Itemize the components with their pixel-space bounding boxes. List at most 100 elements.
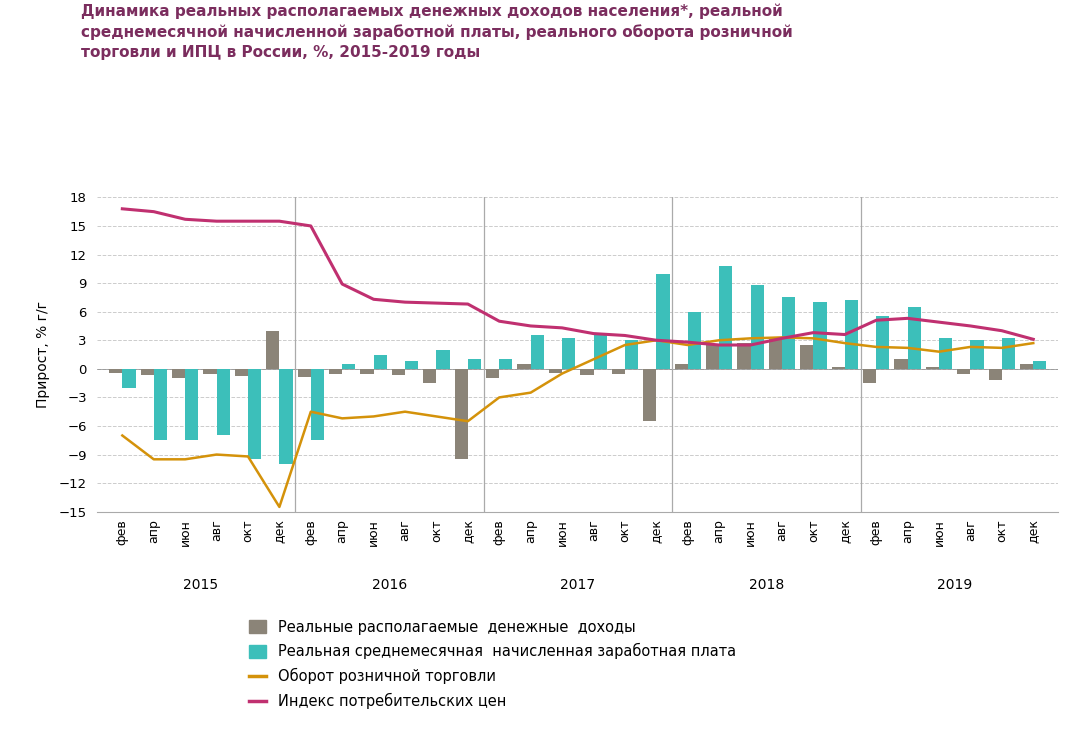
Индекс потребительских цен (242, 217, 255, 226)
Bar (738, 343, 751, 369)
Bar (549, 369, 562, 373)
Y-axis label: Прирост, % г/г: Прирост, % г/г (37, 301, 51, 408)
Индекс потребительских цен (211, 217, 224, 226)
Оборот розничной торговли (242, 452, 255, 461)
Оборот розничной торговли (838, 338, 851, 347)
Оборот розничной торговли (775, 333, 788, 342)
Bar (1002, 338, 1015, 369)
Оборот розничной торговли (367, 412, 380, 421)
Bar (813, 302, 826, 369)
Оборот розничной торговли (869, 343, 882, 352)
Оборот розничной торговли (211, 450, 224, 459)
Bar (455, 369, 468, 459)
Индекс потребительских цен (744, 341, 757, 349)
Bar (625, 340, 638, 369)
Оборот розничной торговли (744, 334, 757, 343)
Оборот розничной торговли (681, 341, 694, 349)
Bar (172, 369, 185, 379)
Text: Динамика реальных располагаемых денежных доходов населения*, реальной
среднемеся: Динамика реальных располагаемых денежных… (81, 4, 793, 60)
Bar (876, 317, 890, 369)
Оборот розничной торговли (430, 412, 443, 421)
Bar (657, 273, 670, 369)
Bar (939, 338, 953, 369)
Bar (468, 360, 481, 369)
Bar (405, 361, 418, 369)
Оборот розничной торговли (399, 407, 411, 416)
Индекс потребительских цен (461, 300, 474, 308)
Bar (562, 338, 576, 369)
Bar (894, 360, 907, 369)
Bar (217, 369, 230, 436)
Text: 2018: 2018 (748, 578, 784, 592)
Bar (311, 369, 324, 440)
Bar (863, 369, 876, 383)
Индекс потребительских цен (492, 317, 505, 325)
Оборот розничной торговли (492, 393, 505, 402)
Text: 2017: 2017 (561, 578, 595, 592)
Оборот розничной торговли (964, 343, 977, 352)
Bar (342, 364, 355, 369)
Оборот розничной торговли (305, 407, 318, 416)
Bar (832, 367, 845, 369)
Bar (594, 336, 607, 369)
Bar (280, 369, 293, 464)
Bar (1021, 364, 1034, 369)
Bar (153, 369, 167, 440)
Bar (769, 338, 782, 369)
Text: 2015: 2015 (184, 578, 218, 592)
Bar (234, 369, 248, 376)
Bar (361, 369, 374, 374)
Line: Индекс потребительских цен: Индекс потребительских цен (122, 209, 1034, 345)
Bar (185, 369, 199, 440)
Text: 2019: 2019 (937, 578, 972, 592)
Индекс потребительских цен (430, 299, 443, 308)
Индекс потребительских цен (399, 298, 411, 306)
Индекс потребительских цен (524, 322, 537, 330)
Bar (109, 369, 122, 373)
Оборот розничной торговли (116, 431, 129, 440)
Legend: Реальные располагаемые  денежные  доходы, Реальная среднемесячная  начисленная з: Реальные располагаемые денежные доходы, … (248, 620, 735, 709)
Bar (688, 311, 701, 369)
Bar (643, 369, 657, 421)
Bar (675, 364, 688, 369)
Bar (122, 369, 135, 388)
Индекс потребительских цен (713, 341, 726, 349)
Индекс потребительских цен (901, 314, 914, 322)
Bar (611, 369, 625, 374)
Bar (907, 307, 921, 369)
Индекс потребительских цен (681, 338, 694, 346)
Bar (423, 369, 436, 383)
Оборот розничной торговли (1027, 338, 1040, 347)
Bar (706, 345, 719, 369)
Bar (971, 340, 984, 369)
Bar (266, 330, 280, 369)
Line: Оборот розничной торговли: Оборот розничной торговли (122, 338, 1034, 507)
Bar (1034, 361, 1047, 369)
Оборот розничной торговли (336, 414, 349, 423)
Bar (486, 369, 499, 379)
Индекс потребительских цен (178, 215, 191, 224)
Bar (436, 349, 449, 369)
Индекс потребительских цен (619, 331, 632, 340)
Индекс потребительских цен (775, 334, 788, 343)
Индекс потребительских цен (996, 326, 1009, 335)
Индекс потребительских цен (932, 318, 945, 327)
Оборот розничной торговли (650, 336, 663, 344)
Индекс потребительских цен (147, 208, 160, 216)
Индекс потребительских цен (838, 330, 851, 339)
Bar (203, 369, 217, 374)
Индекс потребительских цен (336, 280, 349, 289)
Индекс потребительских цен (807, 328, 820, 337)
Bar (926, 367, 939, 369)
Оборот розничной торговли (901, 344, 914, 352)
Bar (329, 369, 342, 374)
Text: 2016: 2016 (372, 578, 407, 592)
Bar (988, 369, 1002, 380)
Оборот розничной торговли (619, 341, 632, 349)
Оборот розничной торговли (461, 417, 474, 425)
Bar (248, 369, 261, 459)
Индекс потребительских цен (116, 205, 129, 213)
Bar (782, 298, 795, 369)
Индекс потребительских цен (305, 221, 318, 230)
Bar (140, 369, 153, 374)
